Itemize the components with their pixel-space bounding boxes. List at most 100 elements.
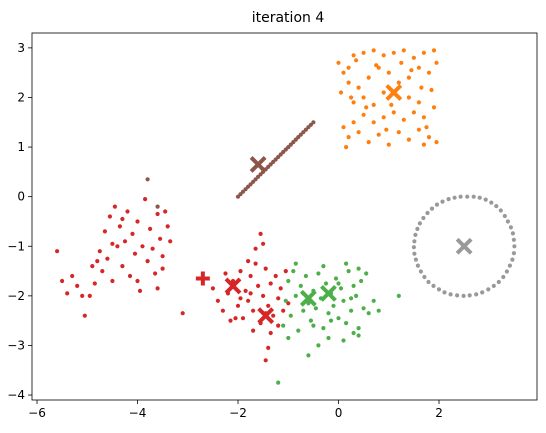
data-point [243, 187, 248, 192]
data-point [336, 281, 341, 286]
series-1 [145, 120, 316, 209]
data-point [351, 330, 356, 336]
data-point [326, 335, 331, 341]
data-point [105, 256, 110, 261]
data-point [120, 216, 125, 222]
data-point [446, 197, 451, 202]
data-point [155, 204, 160, 209]
data-point [65, 291, 70, 296]
data-point [273, 157, 278, 162]
data-point [268, 330, 273, 336]
data-point [276, 296, 281, 301]
data-point [248, 291, 253, 296]
data-point [261, 241, 266, 246]
y-tick-label: 1 [17, 140, 25, 154]
x-tick-label: −2 [229, 406, 247, 420]
data-point [110, 241, 115, 246]
data-point [361, 95, 366, 100]
data-point [416, 100, 421, 105]
data-point [409, 68, 414, 73]
data-point [356, 333, 361, 338]
data-point [494, 204, 499, 209]
x-tick-label: −6 [28, 406, 46, 420]
data-point [137, 288, 143, 293]
data-point [127, 273, 133, 279]
data-point [389, 102, 394, 107]
data-point [276, 323, 281, 328]
centroid-x-marker [299, 289, 317, 307]
data-point [235, 303, 241, 308]
data-point [336, 60, 341, 65]
data-point [97, 249, 102, 254]
data-point [240, 316, 246, 321]
data-point [293, 137, 298, 142]
x-axis-ticks: −6 −4 −2 0 2 [28, 400, 443, 420]
data-point [70, 273, 75, 279]
data-point [246, 298, 251, 303]
data-point [511, 237, 516, 242]
data-point [316, 343, 321, 348]
data-point [306, 353, 311, 358]
data-point [413, 232, 418, 237]
data-point [366, 311, 371, 316]
points-layer [55, 48, 517, 385]
data-point [107, 214, 112, 219]
data-point [293, 261, 298, 266]
data-point [354, 293, 359, 298]
data-point [374, 63, 379, 68]
data-point [489, 200, 494, 205]
data-point [333, 276, 339, 281]
centroid-x-marker [320, 284, 337, 302]
data-point [321, 264, 326, 269]
data-point [303, 273, 308, 279]
data-point [281, 323, 286, 328]
y-tick-label: −2 [7, 289, 25, 303]
data-point [351, 283, 356, 288]
data-point [55, 249, 60, 254]
data-point [125, 209, 130, 214]
data-point [92, 281, 97, 286]
data-point [434, 60, 439, 65]
data-point [448, 292, 453, 297]
data-point [371, 48, 376, 53]
data-point [158, 236, 163, 241]
data-point [143, 197, 148, 202]
data-point [508, 225, 513, 230]
data-point [467, 293, 472, 298]
data-point [426, 135, 432, 140]
data-point [110, 278, 115, 284]
data-point [346, 65, 351, 70]
data-point [341, 70, 346, 75]
data-point [442, 290, 447, 295]
data-point [426, 279, 431, 285]
data-point [341, 298, 346, 303]
data-point [381, 90, 386, 95]
data-point [338, 286, 344, 291]
data-point [90, 264, 95, 269]
data-point [278, 152, 283, 157]
data-point [366, 75, 371, 80]
data-point [452, 195, 457, 200]
data-point [431, 48, 437, 53]
data-point [496, 279, 501, 285]
data-point [349, 308, 354, 313]
data-point [135, 219, 140, 224]
data-point [323, 281, 329, 286]
data-point [413, 257, 418, 262]
data-point [261, 293, 266, 298]
data-point [278, 286, 283, 291]
data-point [160, 266, 165, 271]
data-point [238, 192, 243, 197]
y-tick-label: −3 [7, 338, 25, 352]
data-point [411, 110, 416, 115]
data-point [421, 50, 426, 55]
data-point [148, 226, 153, 231]
data-point [215, 298, 220, 303]
data-point [386, 142, 391, 147]
data-point [243, 288, 248, 293]
data-point [273, 273, 278, 279]
data-point [102, 229, 107, 234]
data-point [458, 194, 463, 199]
y-tick-label: −4 [7, 388, 25, 402]
